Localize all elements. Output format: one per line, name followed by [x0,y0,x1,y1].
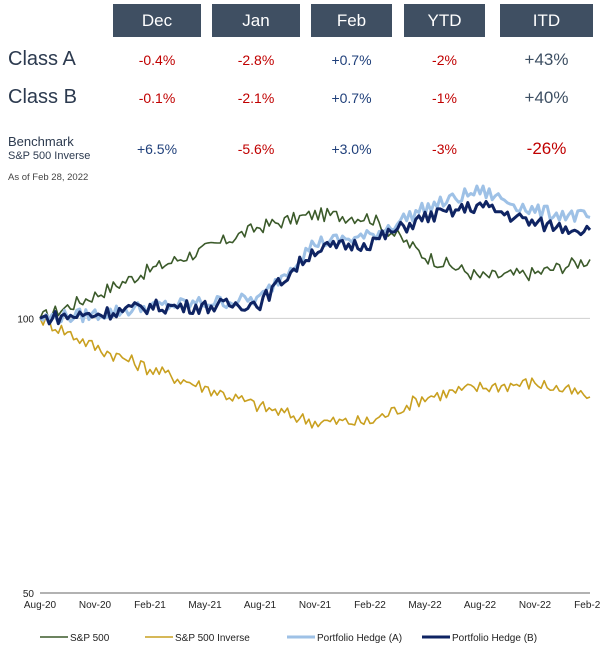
row-label-class-a: Class A [8,48,76,70]
series-line-s-p-500-inverse [39,316,591,429]
x-tick-label: Nov-22 [519,600,552,611]
x-tick-label: Nov-21 [299,600,332,611]
benchmark-feb: +3.0% [331,141,372,157]
benchmark-sublabel: S&P 500 Inverse [8,150,91,162]
x-tick-label: Aug-21 [244,600,277,611]
legend-label: Portfolio Hedge (A) [317,633,402,644]
col-header-ytd: YTD [404,4,485,37]
y-tick-label: 50 [23,589,35,600]
x-tick-label: Aug-20 [24,600,57,611]
x-tick-label: Nov-20 [79,600,112,611]
x-tick-label: Feb-23 [574,600,600,611]
row-label-class-b: Class B [8,86,77,108]
x-tick-label: May-22 [408,600,442,611]
class-a-ytd: -2% [432,52,457,68]
class-b-ytd: -1% [432,90,457,106]
class-b-jan: -2.1% [237,90,275,106]
benchmark-dec: +6.5% [136,141,178,157]
col-header-dec: Dec [113,4,201,37]
class-b-itd: +40% [524,88,569,107]
benchmark-jan: -5.6% [237,141,275,157]
legend-label: Portfolio Hedge (B) [452,633,537,644]
col-header-jan: Jan [212,4,300,37]
series-line-s-p-500 [39,207,591,322]
as-of-date: As of Feb 28, 2022 [8,172,89,183]
x-tick-label: Feb-22 [354,600,386,611]
col-header-feb: Feb [311,4,392,37]
series-line-portfolio-hedge-a- [39,184,591,325]
series-line-portfolio-hedge-b- [39,200,592,326]
x-tick-label: Aug-22 [464,600,497,611]
x-tick-label: May-21 [188,600,222,611]
class-a-itd: +43% [524,50,569,69]
x-tick-label: Feb-21 [134,600,166,611]
benchmark-itd: -26% [526,139,567,158]
class-a-feb: +0.7% [331,52,372,68]
benchmark-ytd: -3% [432,141,457,157]
legend-label: S&P 500 Inverse [175,633,250,644]
legend-label: S&P 500 [70,633,110,644]
col-header-itd: ITD [500,4,593,37]
class-b-feb: +0.7% [331,90,372,106]
y-tick-label: 100 [17,314,34,325]
class-a-jan: -2.8% [237,52,275,68]
benchmark-label: Benchmark [8,134,74,149]
class-a-dec: -0.4% [138,52,176,68]
class-b-dec: -0.1% [138,90,176,106]
